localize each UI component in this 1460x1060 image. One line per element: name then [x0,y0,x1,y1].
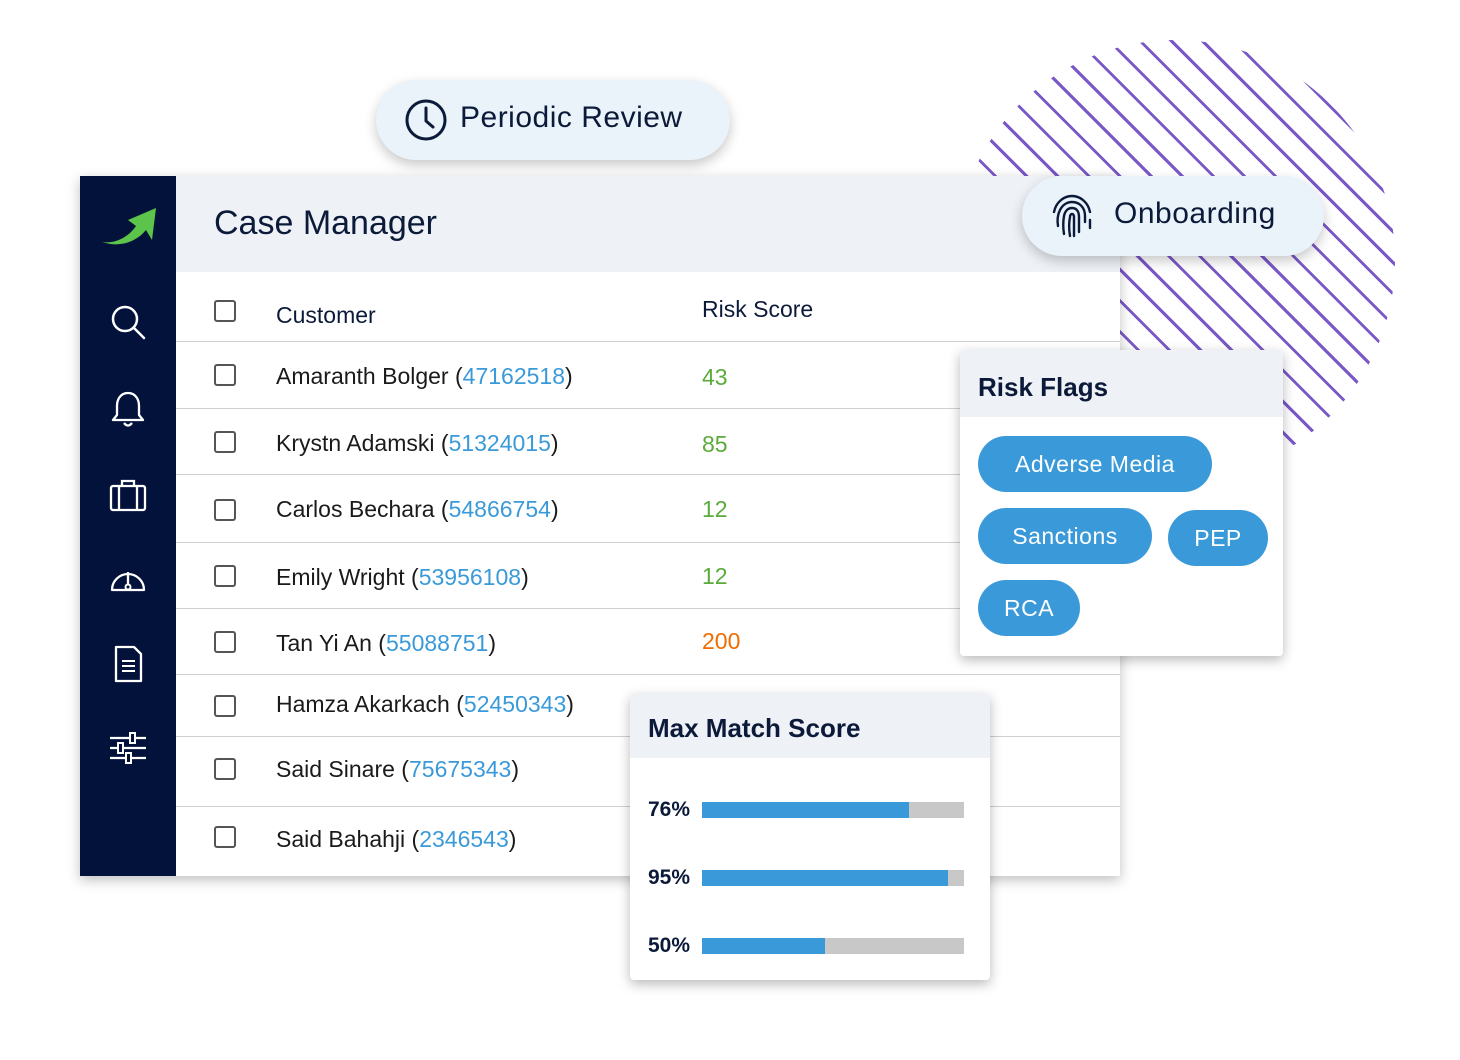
match-score-label: 95% [648,866,691,889]
row-checkbox[interactable] [214,631,236,653]
fingerprint-icon [1052,194,1092,238]
tag-sanctions[interactable]: Sanctions [978,508,1152,564]
page-title: Case Manager [214,204,438,242]
risk-flags-title: Risk Flags [978,372,1109,402]
column-header-customer[interactable]: Customer [276,302,376,328]
customer-name[interactable]: Said Sinare (75675343) [276,756,519,782]
match-score-bar-track [702,802,964,818]
row-checkbox[interactable] [214,826,236,848]
match-score-bar-fill [702,938,826,954]
search-icon[interactable] [108,302,148,342]
row-checkbox[interactable] [214,565,236,587]
risk-score-value: 43 [702,364,728,390]
match-score-bar-fill [702,802,909,818]
row-checkbox[interactable] [214,695,236,717]
customer-name[interactable]: Amaranth Bolger (47162518) [276,363,573,389]
max-match-score-title: Max Match Score [648,713,861,743]
table-row[interactable]: Carlos Bechara (54866754) 12 [176,474,1120,543]
customer-id-link[interactable]: 75675343 [408,756,512,782]
table-row[interactable]: Tan Yi An (55088751) 200 [176,608,1120,675]
briefcase-icon[interactable] [108,476,148,516]
match-score-label: 76% [648,798,691,821]
onboarding-pill[interactable]: Onboarding [1022,176,1324,256]
table-row[interactable]: Amaranth Bolger (47162518) 43 [176,341,1120,409]
risk-score-value: 200 [702,628,741,654]
customer-id-link[interactable]: 55088751 [385,630,489,656]
row-checkbox[interactable] [214,364,236,386]
periodic-review-pill[interactable]: Periodic Review [376,80,730,160]
max-match-score-panel: Max Match Score 76% 95% 50% [630,694,990,980]
customer-id-link[interactable]: 53956108 [418,564,522,590]
match-score-bar-track [702,870,964,886]
customer-name[interactable]: Emily Wright (53956108) [276,564,529,590]
document-icon[interactable] [108,644,148,684]
tag-rca[interactable]: RCA [978,580,1080,636]
customer-id-link[interactable]: 54866754 [448,496,551,522]
risk-flags-header: Risk Flags [960,350,1283,417]
row-checkbox[interactable] [214,499,236,521]
customer-id-link[interactable]: 2346543 [419,826,509,852]
gauge-icon[interactable] [108,560,148,600]
table-row[interactable]: Said Bahahji (2346543) [176,806,1120,877]
table-row[interactable]: Krystn Adamski (51324015) 85 [176,408,1120,475]
risk-score-value: 85 [702,431,728,457]
page-header: Case Manager [176,176,1120,272]
sliders-icon[interactable] [108,728,148,768]
risk-score-value: 12 [702,496,728,522]
customer-name[interactable]: Krystn Adamski (51324015) [276,430,559,456]
customer-id-link[interactable]: 51324015 [448,430,551,456]
sidebar [80,176,176,876]
match-score-bar-fill [702,870,949,886]
max-match-score-header: Max Match Score [630,694,990,758]
table-row[interactable]: Emily Wright (53956108) 12 [176,542,1120,609]
customer-name[interactable]: Hamza Akarkach (52450343) [276,691,574,717]
customer-id-link[interactable]: 47162518 [462,363,565,389]
risk-score-value: 12 [702,563,728,589]
bell-icon[interactable] [108,389,148,429]
periodic-review-label: Periodic Review [460,101,683,134]
case-manager-card: Case Manager Customer Risk Score Amarant… [80,176,1120,876]
tag-adverse-media[interactable]: Adverse Media [978,436,1212,492]
customer-name[interactable]: Carlos Bechara (54866754) [276,496,559,522]
table-row[interactable]: Hamza Akarkach (52450343) [176,674,1120,737]
match-score-label: 50% [648,934,691,957]
select-all-checkbox[interactable] [214,300,236,322]
match-score-bar-track [702,938,964,954]
customer-name[interactable]: Said Bahahji (2346543) [276,826,517,852]
risk-flags-panel: Risk Flags Adverse Media Sanctions PEP R… [960,350,1283,656]
clock-icon [405,99,447,141]
logo-arrow-icon [102,208,156,245]
column-header-risk-score[interactable]: Risk Score [702,296,814,322]
row-checkbox[interactable] [214,758,236,780]
customer-name[interactable]: Tan Yi An (55088751) [276,630,496,656]
tag-pep[interactable]: PEP [1168,510,1268,566]
row-checkbox[interactable] [214,431,236,453]
onboarding-label: Onboarding [1114,197,1276,230]
customer-id-link[interactable]: 52450343 [463,691,567,717]
